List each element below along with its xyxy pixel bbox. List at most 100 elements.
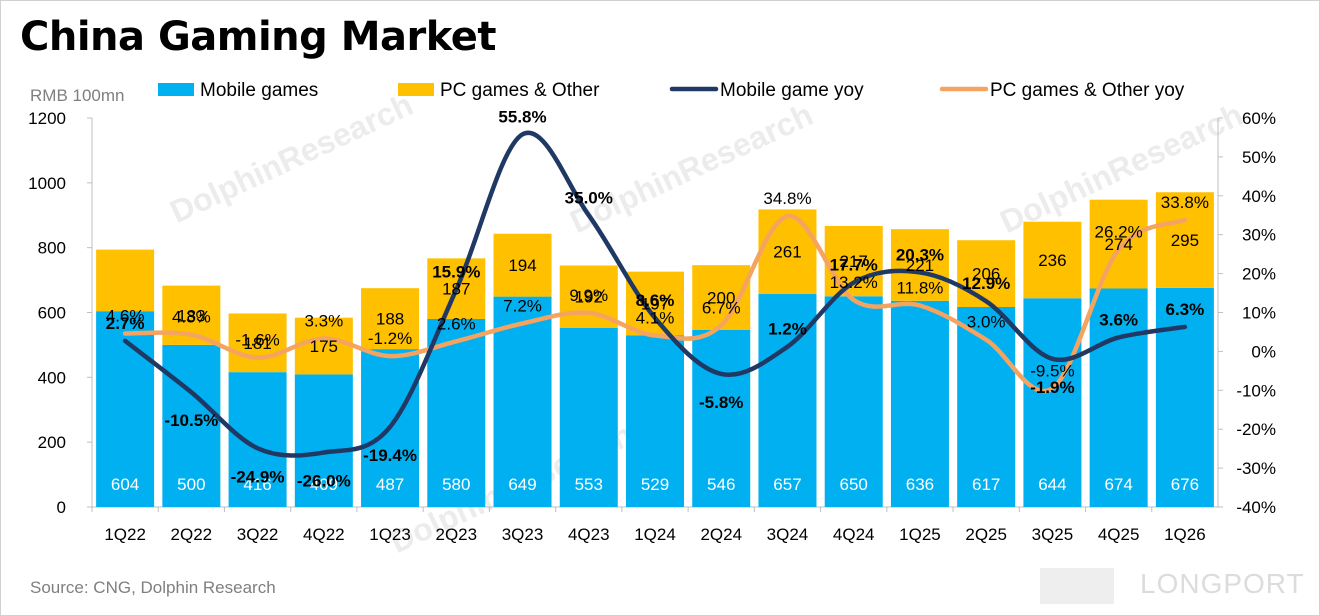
data-label-pc-yoy: 34.8% [763, 189, 811, 208]
bar-pc-games [228, 313, 287, 373]
data-label-mobile: 553 [575, 475, 603, 494]
data-label-mobile-yoy: 12.9% [962, 274, 1010, 293]
legend-label: Mobile game yoy [720, 80, 864, 101]
legend: Mobile games PC games & Other Mobile game … [158, 80, 1185, 101]
y-tick-label: 800 [38, 239, 66, 258]
data-label-mobile: 529 [641, 475, 669, 494]
data-label-mobile: 416 [243, 475, 271, 494]
bar-pc-games [1089, 199, 1148, 289]
data-label-mobile-yoy: -5.8% [699, 393, 743, 412]
brand-logo-icon [1040, 568, 1114, 604]
data-label-pc-yoy: 11.8% [896, 278, 943, 297]
y2-tick-label: 10% [1242, 304, 1276, 323]
y2-tick-label: -40% [1236, 498, 1276, 517]
data-label-pc-yoy: -9.5% [1030, 361, 1074, 380]
data-label-mobile: 409 [310, 475, 338, 494]
data-label-mobile-yoy: 15.9% [432, 263, 480, 282]
x-tick-label: 2Q23 [435, 525, 477, 544]
data-label-mobile-yoy: -10.5% [164, 411, 218, 430]
y-axis-unit: RMB 100mn [30, 86, 125, 105]
bar-pc-games [957, 240, 1016, 307]
data-label-mobile-yoy: 1.2% [768, 320, 807, 339]
data-label-pc-yoy: 26.2% [1095, 222, 1143, 241]
legend-label: PC games & Other [440, 80, 600, 101]
y2-tick-label: 60% [1242, 109, 1276, 128]
data-label-mobile-yoy: -19.4% [363, 446, 417, 465]
legend-label: Mobile games [200, 80, 318, 101]
y2-tick-label: 40% [1242, 187, 1276, 206]
bar-mobile-games [824, 296, 883, 507]
bar-pc-games [294, 317, 353, 375]
bar-mobile-games [162, 344, 221, 507]
source-note: Source: CNG, Dolphin Research [30, 578, 276, 597]
data-label-pc: 175 [310, 337, 338, 356]
y-tick-label: 1200 [28, 109, 66, 128]
data-label-pc-yoy: 4.1% [636, 308, 675, 327]
bar-pc-games [1155, 192, 1214, 288]
bar-pc-games [96, 249, 155, 312]
data-label-mobile: 487 [376, 475, 404, 494]
y2-tick-label: 0% [1251, 342, 1276, 361]
data-label-pc: 183 [177, 306, 205, 325]
y-tick-label: 600 [38, 304, 66, 323]
bar-mobile-games [294, 374, 353, 507]
data-label-pc-yoy: 7.2% [503, 296, 542, 315]
x-tick-label: 3Q25 [1032, 525, 1074, 544]
data-label-mobile: 649 [508, 475, 536, 494]
y-tick-label: 0 [57, 498, 66, 517]
x-tick-label: 2Q24 [700, 525, 742, 544]
bar-pc-games [493, 233, 552, 297]
bar-mobile-games [228, 372, 287, 507]
data-label-pc-yoy: 3.3% [304, 312, 343, 331]
data-label-pc: 221 [906, 256, 934, 275]
data-label-mobile: 636 [906, 475, 934, 494]
data-label-mobile-yoy: 2.7% [106, 314, 145, 333]
line-pc-yoy [122, 213, 1188, 394]
data-label-pc: 187 [442, 280, 470, 299]
data-label-pc-yoy: 33.8% [1161, 193, 1209, 212]
legend-label: PC games & Other yoy [990, 80, 1185, 101]
legend-swatch [158, 83, 194, 96]
x-tick-label: 4Q24 [833, 525, 875, 544]
x-tick-label: 3Q23 [502, 525, 544, 544]
x-tick-label: 2Q22 [171, 525, 213, 544]
data-label-mobile: 580 [442, 475, 470, 494]
lines [122, 130, 1188, 458]
y2-tick-label: -30% [1236, 459, 1276, 478]
bar-pc-games [626, 271, 684, 336]
bar-mobile-games [559, 327, 618, 507]
data-label-pc: 217 [840, 252, 868, 271]
bar-mobile-games [96, 311, 155, 507]
bar-pc-games [1023, 221, 1082, 299]
data-label-mobile-yoy: 35.0% [565, 188, 613, 207]
legend-swatch [398, 83, 434, 96]
x-tick-label: 1Q26 [1164, 525, 1206, 544]
data-label-mobile: 650 [840, 475, 868, 494]
x-tick-label: 4Q25 [1098, 525, 1140, 544]
y-tick-label: 200 [38, 433, 66, 452]
y-tick-label: 1000 [28, 174, 66, 193]
x-tick-label: 1Q23 [369, 525, 411, 544]
data-label-mobile-yoy: 20.3% [896, 245, 944, 264]
bar-mobile-games [890, 300, 949, 507]
data-label-mobile: 500 [177, 475, 205, 494]
bar-mobile-games [626, 335, 684, 507]
data-label-pc-yoy: -1.6% [235, 331, 279, 350]
data-label-pc-yoy: 3.0% [967, 313, 1006, 332]
x-tick-label: 1Q24 [634, 525, 676, 544]
data-label-mobile-yoy: 3.6% [1099, 310, 1138, 329]
x-tick-label: 4Q22 [303, 525, 345, 544]
line-mobile-yoy [122, 130, 1188, 458]
data-label-pc: 181 [243, 334, 271, 353]
bar-pc-games [890, 229, 949, 301]
bar-mobile-games [1155, 287, 1214, 507]
bar-mobile-games [493, 296, 552, 507]
data-label-pc-yoy: 6.7% [702, 298, 741, 317]
data-label-pc: 206 [972, 265, 1000, 284]
x-tick-label: 1Q25 [899, 525, 941, 544]
data-label-mobile: 676 [1171, 475, 1199, 494]
data-label-mobile: 604 [111, 475, 139, 494]
x-tick-label: 3Q24 [767, 525, 809, 544]
data-label-pc: 236 [1038, 251, 1066, 270]
